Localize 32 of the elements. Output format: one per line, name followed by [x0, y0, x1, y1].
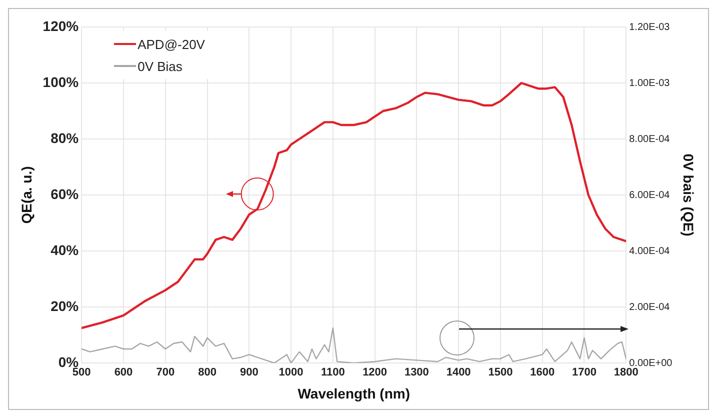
x-tick-label: 1400: [446, 366, 471, 379]
y-tick-label: 120%: [42, 18, 80, 34]
y-tick-label: 40%: [50, 242, 80, 258]
legend-label: 0V Bias: [138, 58, 182, 74]
x-tick-label: 900: [240, 366, 258, 379]
y-axis-title: QE(a. u.): [18, 166, 34, 224]
y-tick-label: 20%: [50, 298, 80, 314]
x-tick-label: 1500: [488, 366, 513, 379]
x-tick-label: 1300: [404, 366, 429, 379]
x-tick-label: 800: [198, 366, 216, 379]
x-axis-title: Wavelength (nm): [298, 385, 410, 402]
x-tick-label: 1700: [572, 366, 596, 379]
y2-tick-label: 1.00E-03: [629, 78, 670, 89]
y2-tick-label: 6.00E-04: [629, 190, 670, 201]
y2-axis-title: 0V bais (QE): [680, 154, 697, 236]
y2-tick-label: 0.00E+00: [629, 358, 673, 369]
x-tick-label: 1000: [278, 366, 304, 379]
x-tick-label: 500: [72, 366, 91, 379]
y2-tick-label: 1.20E-03: [629, 22, 670, 33]
x-tick-label: 1200: [362, 366, 388, 379]
y2-tick-label: 8.00E-04: [629, 134, 670, 145]
x-tick-label: 1800: [614, 366, 638, 379]
y-tick-label: 100%: [42, 74, 80, 90]
x-tick-label: 600: [114, 366, 133, 379]
x-tick-label: 1600: [530, 366, 555, 379]
y-tick-label: 60%: [50, 186, 80, 202]
x-tick-label: 700: [156, 366, 175, 379]
y2-tick-label: 4.00E-04: [629, 246, 670, 257]
x-tick-label: 1100: [320, 366, 345, 379]
legend-label: APD@-20V: [138, 36, 205, 52]
y-tick-label: 80%: [50, 130, 80, 146]
y2-tick-label: 2.00E-04: [629, 302, 670, 313]
